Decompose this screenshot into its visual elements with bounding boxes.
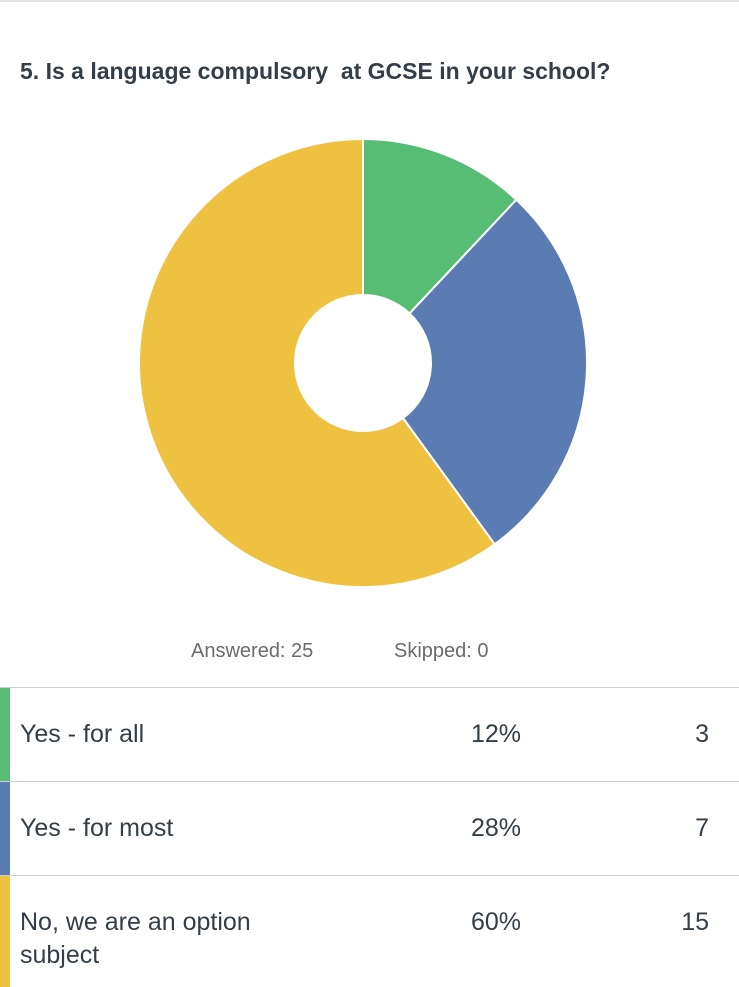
skipped: Skipped: 0 — [394, 640, 489, 662]
count-label: 15 — [681, 908, 709, 936]
legend-label: Yes - for most — [20, 814, 174, 842]
legend-label: Yes - for all — [20, 720, 145, 748]
count-label: 3 — [695, 720, 709, 748]
chart — [138, 137, 588, 588]
table-row: No, we are an option subject 60% 15 — [0, 875, 739, 987]
percent-label: 12% — [470, 720, 521, 748]
count-label: 7 — [695, 814, 709, 842]
legend-swatch — [0, 876, 10, 987]
pie-slice — [401, 198, 588, 546]
top-border — [0, 0, 739, 2]
legend-label: No, we are an option subject — [20, 908, 251, 969]
percent-label: 60% — [470, 908, 521, 936]
legend-swatch — [0, 688, 10, 781]
answered: Answered: 25 — [191, 640, 314, 662]
pie-slice — [362, 137, 518, 315]
chart-title: 5. Is a language compulsory at GCSE in y… — [20, 58, 611, 84]
table-row: Yes - for all 12% 3 — [0, 687, 739, 781]
table-row: Yes - for most 28% 7 — [0, 781, 739, 875]
legend-swatch — [0, 782, 10, 875]
percent-label: 28% — [470, 814, 521, 842]
pie-slice — [138, 137, 497, 588]
